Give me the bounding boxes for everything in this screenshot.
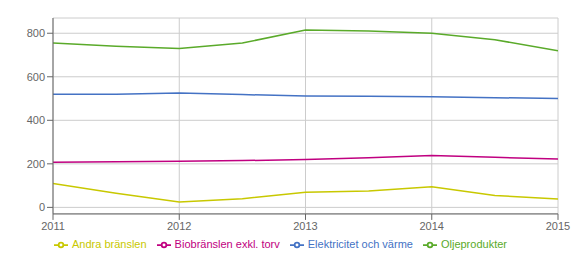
svg-text:2013: 2013 [293, 220, 317, 232]
svg-text:2015: 2015 [546, 220, 570, 232]
html-text:Biobränslen exkl. torv: Biobränslen exkl. torv [174, 237, 280, 250]
svg-text:400: 400 [27, 114, 45, 126]
html-text:Elektricitet och värme: Elektricitet och värme [307, 237, 413, 250]
svg-text:200: 200 [27, 158, 45, 170]
svg-text:2011: 2011 [41, 220, 65, 232]
svg-text:800: 800 [27, 27, 45, 39]
html-text:Oljeprodukter: Oljeprodukter [440, 237, 507, 250]
svg-text:2012: 2012 [167, 220, 191, 232]
html-text:Andra bränslen: Andra bränslen [72, 237, 147, 250]
svg-text:600: 600 [27, 71, 45, 83]
svg-text:2014: 2014 [420, 220, 444, 232]
svg-text:0: 0 [39, 201, 45, 213]
